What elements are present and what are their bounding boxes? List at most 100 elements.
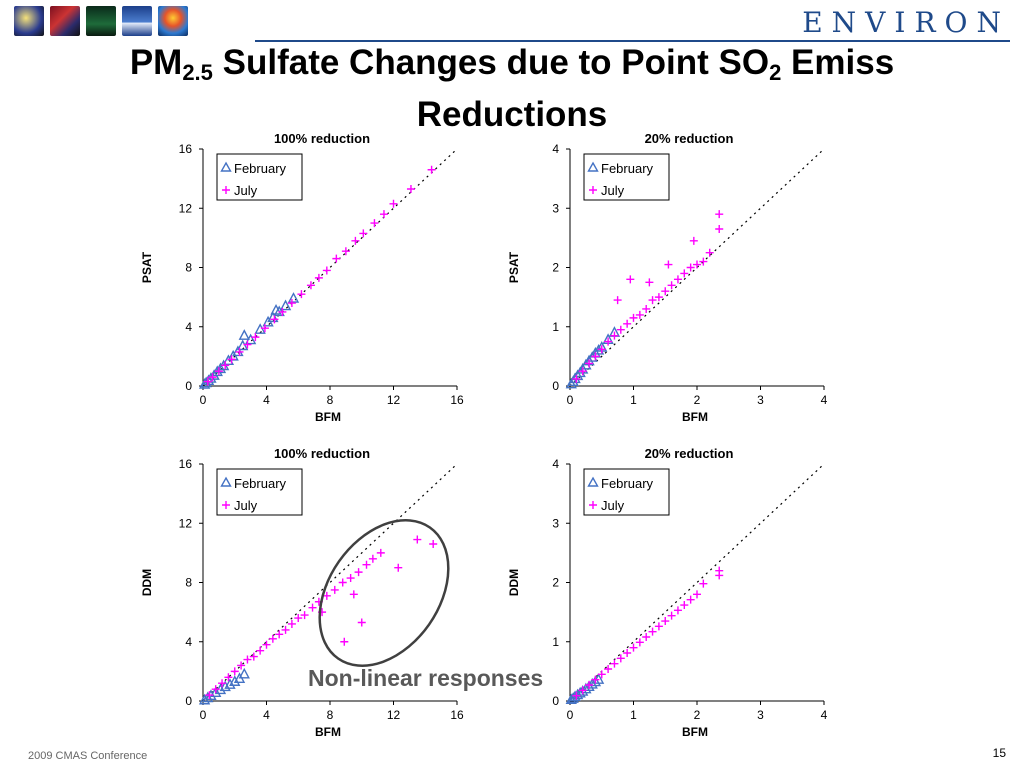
- july-point: [278, 307, 287, 316]
- february-point: [219, 680, 231, 692]
- july-point: [413, 535, 422, 544]
- legend-plus-icon: [589, 501, 597, 509]
- july-point: [260, 324, 269, 333]
- july-point: [693, 260, 701, 269]
- x-axis-label: BFM: [682, 725, 708, 739]
- x-tick-label: 0: [200, 708, 207, 722]
- title-part: Emiss: [781, 43, 895, 82]
- july-point: [597, 670, 606, 679]
- july-point: [642, 633, 651, 642]
- legend-plus-icon: [222, 186, 230, 194]
- july-point: [591, 675, 600, 684]
- july-point: [340, 637, 349, 646]
- july-point: [626, 275, 635, 284]
- legend-entry: February: [234, 161, 287, 176]
- x-axis-label: BFM: [682, 410, 708, 424]
- x-axis-label: BFM: [315, 725, 341, 739]
- legend-entry: July: [234, 498, 258, 513]
- july-point: [218, 679, 227, 688]
- y-tick-label: 12: [179, 201, 193, 215]
- y-tick-label: 0: [552, 379, 559, 393]
- y-tick-label: 4: [552, 142, 559, 156]
- july-point: [629, 643, 638, 652]
- x-tick-label: 12: [387, 393, 401, 407]
- x-tick-label: 16: [450, 393, 464, 407]
- february-point: [224, 678, 236, 689]
- july-point: [243, 340, 252, 349]
- y-tick-label: 1: [552, 320, 559, 334]
- x-tick-label: 4: [263, 393, 270, 407]
- x-tick-label: 1: [630, 393, 637, 407]
- july-point: [389, 199, 398, 208]
- february-point: [287, 292, 300, 303]
- one-to-one-line: [569, 148, 825, 387]
- july-point: [205, 691, 214, 700]
- y-tick-label: 8: [185, 576, 192, 590]
- july-point: [203, 377, 212, 386]
- february-point: [254, 323, 266, 334]
- july-point: [597, 345, 606, 354]
- february-point: [244, 333, 257, 345]
- legend-entry: July: [601, 183, 625, 198]
- x-tick-label: 8: [327, 708, 334, 722]
- july-point: [689, 236, 698, 245]
- july-point: [429, 539, 438, 548]
- x-axis-label: BFM: [315, 410, 341, 424]
- balloon-logo-icon: [158, 6, 188, 36]
- y-tick-label: 0: [185, 694, 192, 708]
- x-tick-label: 3: [757, 708, 764, 722]
- february-point: [229, 675, 241, 686]
- july-point: [699, 579, 708, 588]
- forest-logo-icon: [86, 6, 116, 36]
- july-point: [281, 625, 290, 634]
- x-tick-label: 2: [694, 708, 701, 722]
- july-point: [680, 601, 689, 610]
- july-point: [346, 574, 355, 583]
- july-point: [357, 618, 366, 627]
- july-point: [306, 281, 315, 290]
- february-point: [238, 329, 250, 340]
- x-tick-label: 2: [694, 393, 701, 407]
- july-point: [693, 590, 701, 599]
- legend-triangle-icon: [220, 476, 232, 487]
- july-point: [667, 281, 676, 290]
- july-point: [330, 585, 339, 594]
- july-point: [623, 649, 632, 658]
- y-tick-label: 3: [552, 516, 559, 530]
- july-point: [275, 630, 284, 639]
- july-point: [610, 659, 619, 668]
- july-point: [673, 275, 682, 284]
- july-point: [354, 568, 363, 577]
- july-point: [351, 236, 360, 245]
- y-tick-label: 8: [185, 261, 192, 275]
- july-point: [635, 310, 644, 319]
- february-point: [210, 686, 222, 698]
- july-point: [648, 627, 657, 636]
- february-point: [232, 345, 244, 357]
- legend-triangle-icon: [220, 161, 232, 172]
- chart-title: 20% reduction: [645, 131, 734, 146]
- y-tick-label: 4: [552, 457, 559, 471]
- july-point: [680, 269, 689, 278]
- one-to-one-line: [202, 463, 458, 702]
- july-point: [262, 640, 271, 649]
- july-point: [591, 352, 600, 361]
- july-point: [256, 646, 265, 655]
- nonlinear-highlight-ellipse: [318, 519, 450, 667]
- july-point: [664, 260, 673, 269]
- july-point: [686, 263, 695, 272]
- legend-triangle-icon: [587, 161, 599, 172]
- x-tick-label: 4: [263, 708, 270, 722]
- legend-box: [216, 468, 303, 516]
- wheel-logo-icon: [14, 6, 44, 36]
- logo-strip: [14, 6, 188, 36]
- july-point: [604, 337, 613, 346]
- x-tick-label: 8: [327, 393, 334, 407]
- x-tick-label: 12: [387, 708, 401, 722]
- nonlinear-annotation: Non-linear responses: [308, 665, 544, 691]
- july-point: [629, 313, 638, 322]
- y-tick-label: 3: [552, 201, 559, 215]
- july-point: [237, 661, 246, 670]
- july-point: [604, 665, 613, 674]
